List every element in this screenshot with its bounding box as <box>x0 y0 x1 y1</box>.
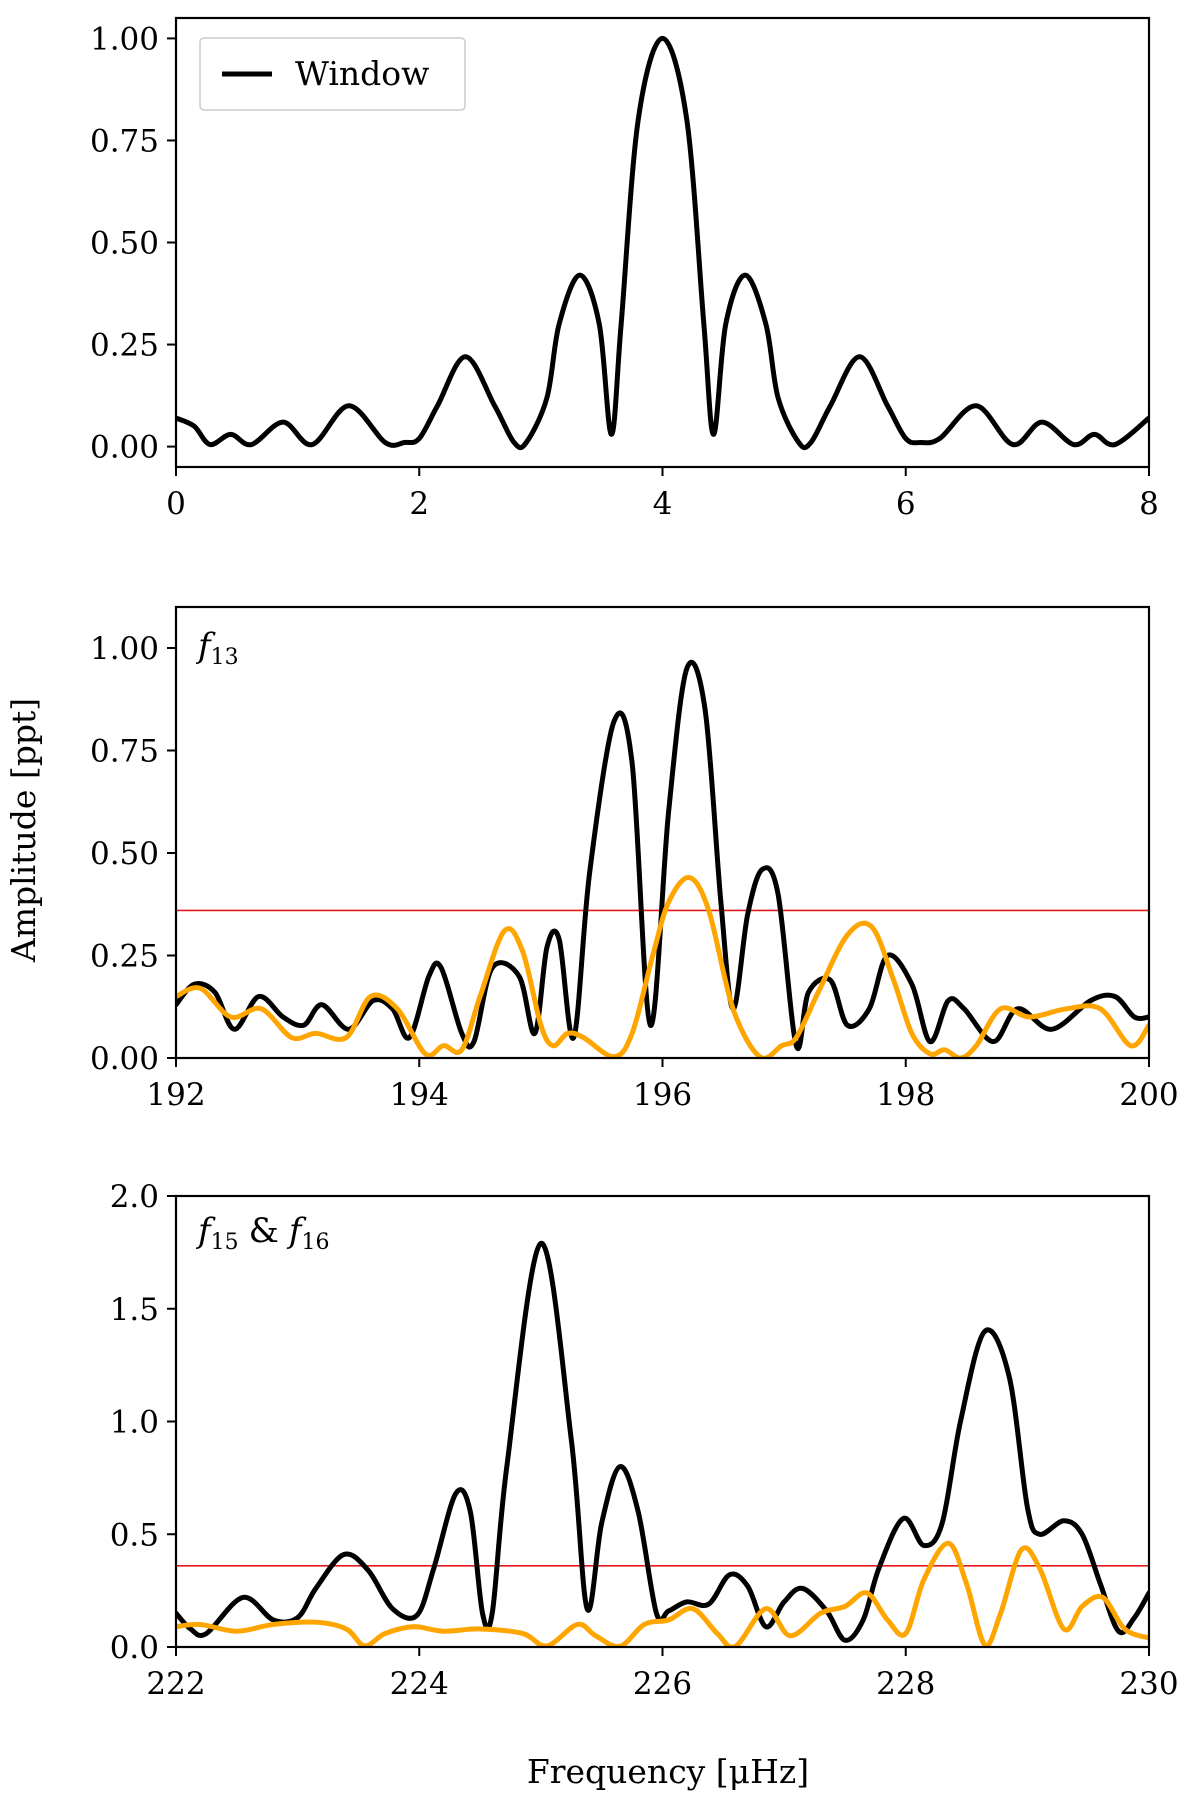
window-legend: Window <box>199 37 466 111</box>
f13-x-tick-label: 200 <box>1119 1077 1178 1113</box>
legend-window-label: Window <box>295 54 429 93</box>
window-y-tick-label: 0.25 <box>90 328 159 364</box>
f13-axis-ticks: 192 194 196 198 200 0.00 0.25 0.50 0.75 1.00 <box>90 631 1179 1113</box>
f15-f16-y-tick-label: 1.5 <box>110 1292 159 1328</box>
window-x-tick-label: 6 <box>896 486 916 522</box>
f13-x-tick-label: 192 <box>146 1077 205 1113</box>
f13-y-tick-label: 0.75 <box>90 734 159 770</box>
f13-y-tick-label: 0.50 <box>90 836 159 872</box>
window-x-tick-label: 8 <box>1139 486 1159 522</box>
f15-f16-y-tick-label: 0.5 <box>110 1517 159 1553</box>
f15-f16-annotation: f15 & f16 <box>195 1211 329 1255</box>
window-y-tick-label: 1.00 <box>90 21 159 57</box>
window-series-Window <box>176 35 1149 451</box>
window-axis-ticks: 0 2 4 6 8 0.00 0.25 0.50 0.75 1.00 <box>90 21 1159 522</box>
legend-box <box>199 37 466 111</box>
f15-f16-x-tick-label: 224 <box>390 1666 449 1702</box>
window-panel: 0 2 4 6 8 0.00 0.25 0.50 0.75 1.00 Window <box>90 16 1159 522</box>
y-axis-label: Amplitude [ppt] <box>4 698 43 963</box>
f13-y-tick-label: 0.25 <box>90 939 159 975</box>
f15-f16-x-tick-label: 230 <box>1119 1666 1178 1702</box>
f13-y-tick-label: 0.00 <box>90 1041 159 1077</box>
x-axis-label: Frequency [μHz] <box>527 1752 809 1791</box>
f13-x-tick-label: 194 <box>390 1077 449 1113</box>
window-x-tick-label: 0 <box>166 486 186 522</box>
f15-f16-x-tick-label: 222 <box>146 1666 205 1702</box>
f15-f16-y-tick-label: 2.0 <box>110 1179 159 1215</box>
f15-f16-axis-ticks: 222 224 226 228 230 0.0 0.5 1.0 1.5 2.0 <box>110 1179 1179 1702</box>
window-y-tick-label: 0.75 <box>90 123 159 159</box>
window-y-tick-label: 0.00 <box>90 430 159 466</box>
f13-x-tick-label: 198 <box>876 1077 935 1113</box>
f15-f16-y-tick-label: 1.0 <box>110 1405 159 1441</box>
f13-y-tick-label: 1.00 <box>90 631 159 667</box>
window-series-layer <box>176 35 1149 451</box>
f13-series-original <box>176 659 1149 1051</box>
f15-f16-panel: 222 224 226 228 230 0.0 0.5 1.0 1.5 2.0 f15 & f16 <box>110 1179 1179 1702</box>
f15-f16-x-tick-label: 228 <box>876 1666 935 1702</box>
f13-x-tick-label: 196 <box>633 1077 692 1113</box>
window-y-tick-label: 0.50 <box>90 226 159 262</box>
window-x-tick-label: 4 <box>653 486 673 522</box>
f15-f16-y-tick-label: 0.0 <box>110 1630 159 1666</box>
f15-f16-series-original <box>176 1240 1149 1643</box>
f15-f16-x-tick-label: 226 <box>633 1666 692 1702</box>
window-x-tick-label: 2 <box>409 486 429 522</box>
